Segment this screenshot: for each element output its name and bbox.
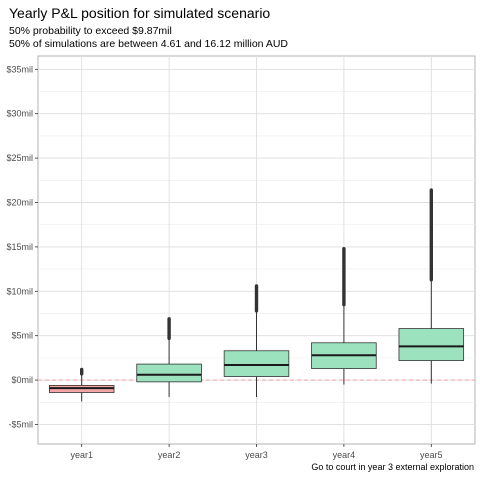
y-tick-label: $5mil: [11, 331, 33, 341]
y-axis-ticks: -$5mil $0mil $5mil $10mil $15mil $20mil $25mil…: [6, 64, 38, 429]
interquartile-box: [224, 351, 289, 377]
y-tick-label: $30mil: [6, 109, 33, 119]
interquartile-box: [399, 329, 464, 361]
y-tick-label: $0mil: [11, 375, 33, 385]
interquartile-box: [137, 364, 202, 382]
x-tick-label: year1: [70, 450, 93, 460]
y-tick-label: $20mil: [6, 197, 33, 207]
y-tick-label: $25mil: [6, 153, 33, 163]
chart-caption: Go to court in year 3 external explorati…: [311, 462, 474, 472]
x-axis-ticks: year1 year2 year3 year4 year5: [70, 444, 442, 460]
x-tick-label: year2: [158, 450, 181, 460]
x-tick-label: year4: [333, 450, 356, 460]
y-tick-label: -$5mil: [8, 419, 33, 429]
x-tick-label: year5: [420, 450, 443, 460]
x-tick-label: year3: [245, 450, 268, 460]
y-tick-label: $10mil: [6, 286, 33, 296]
y-tick-label: $35mil: [6, 64, 33, 74]
y-tick-label: $15mil: [6, 242, 33, 252]
